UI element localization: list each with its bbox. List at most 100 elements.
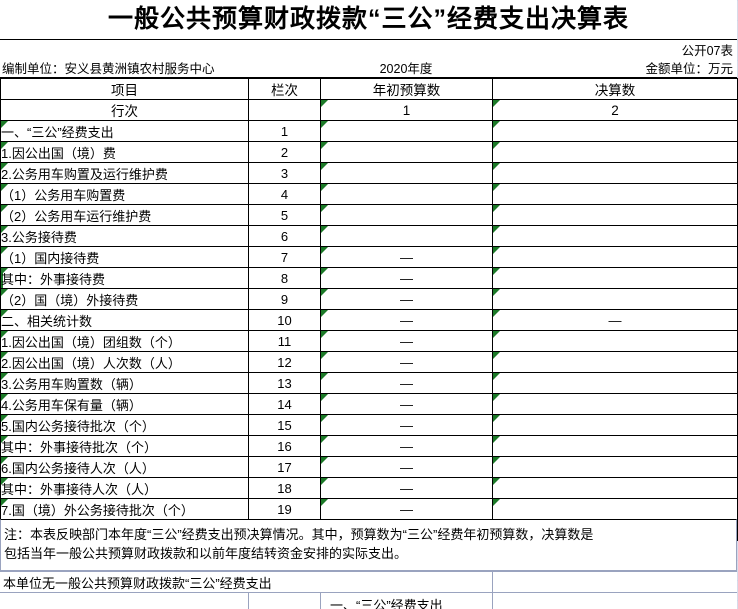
row-final-value [492,414,738,436]
row-label: （2）国（境）外接待费 [0,288,249,310]
table-row: 5.国内公务接待批次（个） 15— [0,414,738,436]
row-lane-number: 1 [248,120,321,142]
row-label: 2.公务用车购置及运行维护费 [0,162,249,184]
note-line-1: 注：本表反映部门本年度“三公”经费支出预决算情况。其中，预算数为“三公”经费年初… [4,527,594,542]
row-budget-value: — [320,498,493,520]
table-row: 4.公务用车保有量（辆） 14— [0,393,738,415]
note-line-2: 包括当年一般公共预算财政拨款和以前年度结转资金安排的实际支出。 [4,545,408,561]
row-budget-value [320,162,493,184]
row-number-header-row: 行次 1 2 [0,99,738,121]
row-label: 1.因公出国（境）团组数（个） [0,330,249,352]
row-lane-number: 9 [248,288,321,310]
table-row: 7.国（境）外公务接待批次（个） 19— [0,498,738,520]
row-label: 其中：外事接待费 [0,267,249,289]
statement-row: 本单位无一般公共预算财政拨款“三公”经费支出 [0,571,737,593]
row-number-final: 2 [492,99,738,121]
row-final-value [492,393,738,415]
row-label: 4.公务用车保有量（辆） [0,393,249,415]
table-row: 6.国内公务接待人次（人） 17— [0,456,738,478]
table-row: 3.公务用车购置数（辆） 13— [0,372,738,394]
row-number-budget: 1 [320,99,493,121]
row-budget-value: — [320,435,493,457]
document-title-row: 一般公共预算财政拨款“三公”经费支出决算表 [0,0,737,40]
table-row: 其中：外事接待批次（个） 16— [0,435,738,457]
row-lane-number: 15 [248,414,321,436]
header-final: 决算数 [492,78,738,100]
row-lane-number: 6 [248,225,321,247]
header-item: 项目 [0,78,249,100]
row-budget-value: — [320,246,493,268]
table-row: 1.因公出国（境）费 2 [0,141,738,163]
row-lane-number: 3 [248,162,321,184]
row-final-value [492,267,738,289]
row-budget-value: — [320,477,493,499]
row-budget-value: — [320,414,493,436]
row-lane-number: 11 [248,330,321,352]
row-final-value [492,225,738,247]
row-lane-number: 7 [248,246,321,268]
row-lane-number: 19 [248,498,321,520]
page-title: 一般公共预算财政拨款“三公”经费支出决算表 [107,5,629,33]
row-budget-value [320,141,493,163]
row-budget-value: — [320,393,493,415]
row-final-value [492,183,738,205]
clipped-column-line [248,593,249,609]
row-final-value [492,288,738,310]
compiling-unit: 编制单位：安义县黄洲镇农村服务中心 [2,62,215,76]
row-budget-value: — [320,267,493,289]
row-final-value [492,330,738,352]
row-lane-number: 10 [248,309,321,331]
row-final-value: — [492,309,738,331]
row-lane-number: 16 [248,435,321,457]
statement-divider [492,572,493,592]
row-budget-value: — [320,309,493,331]
table-row: （2）公务用车运行维护费 5 [0,204,738,226]
row-lane-number: 14 [248,393,321,415]
row-budget-value [320,204,493,226]
row-budget-value: — [320,372,493,394]
row-lane-number: 2 [248,141,321,163]
row-lane-number: 17 [248,456,321,478]
row-final-value [492,246,738,268]
row-budget-value [320,183,493,205]
table-row: 3.公务接待费 6 [0,225,738,247]
meta-info-row: 编制单位：安义县黄洲镇农村服务中心 2020年度 金额单位：万元 [0,58,737,78]
row-label: 一、“三公”经费支出 [0,120,249,142]
clipped-bottom-row: 一、“三公”经费支出 [0,593,737,609]
table-row: 二、相关统计数 10— — [0,309,738,331]
row-label: 7.国（境）外公务接待批次（个） [0,498,249,520]
row-lane-number: 13 [248,372,321,394]
row-label: 5.国内公务接待批次（个） [0,414,249,436]
row-label: 其中：外事接待人次（人） [0,477,249,499]
table-row: （2）国（境）外接待费 9— [0,288,738,310]
form-code: 公开07表 [681,43,733,58]
amount-unit: 金额单位：万元 [645,62,733,76]
row-lane-number: 4 [248,183,321,205]
row-number-label: 行次 [0,99,249,121]
row-lane-number: 8 [248,267,321,289]
row-final-value [492,162,738,184]
table-row: 1.因公出国（境）团组数（个） 11— [0,330,738,352]
row-label: （2）公务用车运行维护费 [0,204,249,226]
row-label: 3.公务用车购置数（辆） [0,372,249,394]
clipped-column-line [320,593,321,609]
table-row: 其中：外事接待人次（人） 18— [0,477,738,499]
row-budget-value [320,225,493,247]
fiscal-year: 2020年度 [379,62,433,76]
table-row: 2.公务用车购置及运行维护费 3 [0,162,738,184]
expenditure-table: 项目 栏次 年初预算数 决算数 行次 1 2 一、“三公”经费支出 1 1.因公出国… [0,78,738,541]
form-code-row: 公开07表 [0,40,737,58]
header-lane: 栏次 [248,78,321,100]
table-row: 2.因公出国（境）人次数（人） 12— [0,351,738,373]
row-lane-number: 12 [248,351,321,373]
row-label: 3.公务接待费 [0,225,249,247]
clipped-column-line [492,593,493,609]
row-final-value [492,351,738,373]
row-budget-value: — [320,288,493,310]
row-lane-number: 5 [248,204,321,226]
row-label: 二、相关统计数 [0,309,249,331]
row-final-value [492,435,738,457]
row-budget-value: — [320,330,493,352]
clipped-text: 一、“三公”经费支出 [330,598,443,609]
